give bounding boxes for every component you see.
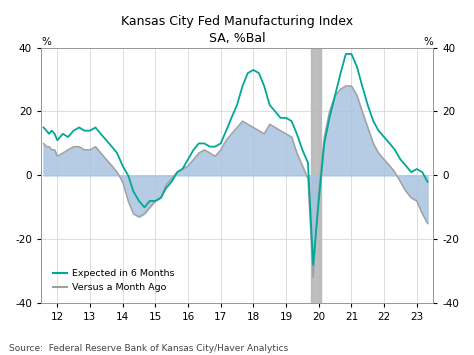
Bar <box>310 48 321 303</box>
Text: %: % <box>41 37 51 47</box>
Legend: Expected in 6 Months, Versus a Month Ago: Expected in 6 Months, Versus a Month Ago <box>50 266 179 296</box>
Title: Kansas City Fed Manufacturing Index
SA, %Bal: Kansas City Fed Manufacturing Index SA, … <box>121 15 353 45</box>
Text: %: % <box>423 37 433 47</box>
Text: Source:  Federal Reserve Bank of Kansas City/Haver Analytics: Source: Federal Reserve Bank of Kansas C… <box>9 344 289 353</box>
